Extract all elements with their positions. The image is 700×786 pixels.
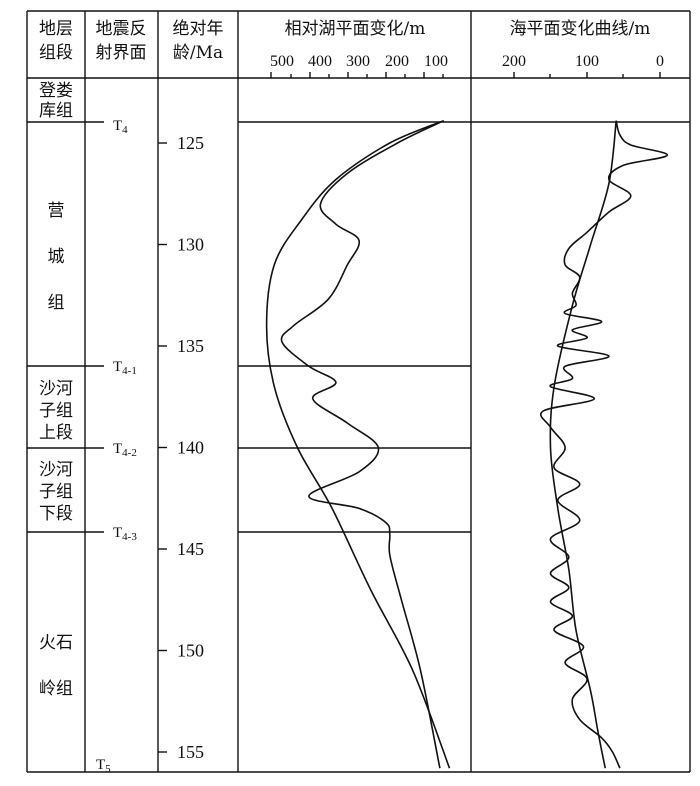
sea-level-curves (539, 120, 669, 769)
lake-axis-ticks: 500 400 300 200 100 (270, 53, 448, 70)
seismic-surface-label: T4-3 (113, 525, 137, 543)
formation-label-line: 组 (48, 293, 65, 313)
header-age-line1: 绝对年 (173, 19, 224, 39)
age-tick-label: 135 (177, 336, 204, 356)
header-lake-level: 相对湖平面变化/m (285, 19, 426, 39)
header-strata-line1: 地层 (39, 19, 73, 39)
header-seismic-line2: 射界面 (96, 43, 147, 63)
seismic-surface-labels: T4 T4-1 T4-2 T4-3 T5 (96, 118, 137, 775)
formation-label-line: 下段 (39, 504, 73, 524)
formation-label-line: 登娄 (39, 81, 73, 101)
lake-level-curve (280, 119, 445, 769)
age-tick-label: 150 (177, 641, 204, 661)
seismic-surface-label: T4 (113, 118, 128, 136)
formation-label-line: 营 (48, 201, 65, 221)
seismic-surface-label: T4-2 (113, 441, 137, 459)
header-sea-level: 海平面变化曲线/m (510, 19, 651, 39)
lake-tick-label: 300 (346, 53, 370, 70)
formation-label-line: 火石 (39, 633, 73, 653)
table-frame (26, 10, 691, 773)
formation-label-line: 上段 (39, 423, 73, 443)
sea-tick-label: 200 (502, 53, 526, 70)
formation-label-line: 沙河 (39, 460, 73, 480)
axis-tick-marks (270, 72, 661, 78)
age-tick-label: 145 (177, 539, 204, 559)
header-age-line2: 龄/Ma (173, 43, 223, 63)
age-tick-label: 140 (177, 438, 204, 458)
age-axis: 125 130 135 140 145 150 155 (158, 133, 204, 762)
sea-level-curve (539, 120, 669, 769)
lake-tick-label: 400 (308, 53, 332, 70)
lake-tick-label: 200 (385, 53, 409, 70)
lake-trend-curve (265, 119, 451, 769)
age-tick-label: 155 (177, 742, 204, 762)
header-seismic-line1: 地震反 (96, 19, 147, 39)
formation-label-line: 子组 (39, 482, 73, 502)
sea-axis-ticks: 200 100 0 (502, 53, 664, 70)
formation-label-line: 沙河 (39, 379, 73, 399)
formation-label-line: 岭组 (39, 679, 73, 699)
sea-trend-curve (549, 120, 617, 769)
formation-label-line: 城 (48, 247, 65, 267)
formation-label: 营城组 (48, 201, 65, 313)
seismic-surface-label: T5 (96, 757, 111, 775)
age-tick-label: 125 (177, 133, 204, 153)
sea-tick-label: 0 (656, 53, 664, 70)
lake-level-curves (265, 119, 451, 769)
lake-tick-label: 100 (424, 53, 448, 70)
seismic-surface-label: T4-1 (113, 359, 137, 377)
header-strata-line2: 组段 (39, 43, 73, 63)
formation-label-line: 库组 (39, 101, 73, 121)
sea-tick-label: 100 (575, 53, 599, 70)
column-headers: 地层 组段 地震反 射界面 绝对年 龄/Ma 相对湖平面变化/m 海平面变化曲线… (39, 19, 650, 63)
lake-tick-label: 500 (270, 53, 294, 70)
age-tick-label: 130 (177, 235, 204, 255)
formation-label-line: 子组 (39, 401, 73, 421)
